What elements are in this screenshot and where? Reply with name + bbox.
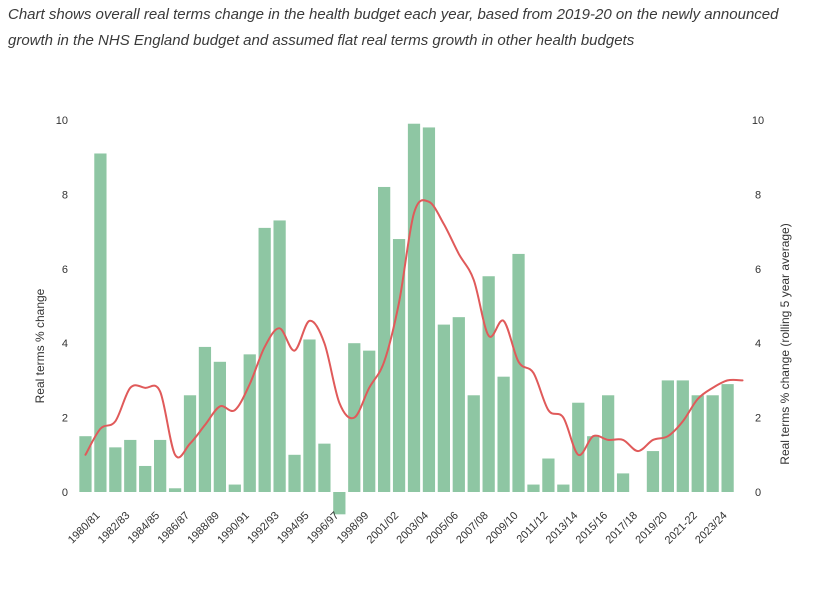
y-tick-label-right: 4 (755, 338, 761, 350)
bar (154, 439, 167, 492)
x-tick-label: 1996/97 (305, 510, 342, 547)
bar (198, 346, 212, 492)
line-series-path (84, 199, 744, 459)
bar (602, 395, 615, 492)
x-tick-label: 1986/87 (156, 510, 193, 547)
x-tick-label: 2009/10 (484, 510, 521, 547)
bar (318, 443, 331, 492)
bar (378, 186, 391, 492)
bar (512, 253, 525, 492)
bar (407, 123, 421, 492)
bar-series (79, 123, 734, 515)
y-tick-label-right: 10 (752, 115, 764, 127)
y-tick-label-left: 4 (62, 338, 68, 350)
bar (706, 395, 719, 492)
bar (422, 127, 436, 492)
bar (557, 484, 570, 492)
x-axis: 1980/811982/831984/851986/871988/891990/… (66, 510, 730, 547)
bar (542, 458, 555, 492)
bar (273, 220, 286, 492)
bar (213, 361, 226, 492)
y-tick-label-right: 6 (755, 264, 761, 276)
right-y-axis: 0 2 4 6 8 10 (752, 115, 764, 499)
bar (527, 484, 540, 492)
bar (497, 376, 510, 492)
y-tick-label-right: 0 (755, 487, 761, 499)
bar (691, 395, 704, 492)
y-tick-label-left: 8 (62, 189, 68, 201)
bar (572, 402, 585, 492)
x-tick-label: 1988/89 (185, 510, 222, 547)
y-axis-title-right: Real terms % change (rolling 5 year aver… (778, 223, 792, 464)
x-tick-label: 1990/91 (215, 510, 252, 547)
x-tick-label: 2001/02 (365, 510, 402, 547)
y-tick-label-left: 2 (62, 413, 68, 425)
y-tick-label-left: 10 (56, 115, 68, 127)
bar (288, 454, 301, 492)
bar (587, 436, 600, 492)
bar (228, 484, 241, 492)
bar (392, 239, 406, 492)
bar (363, 350, 376, 492)
x-tick-label: 1998/99 (335, 510, 372, 547)
chart-subtitle: Chart shows overall real terms change in… (8, 6, 779, 49)
bar (333, 492, 346, 515)
bar (124, 439, 137, 492)
bar (94, 153, 107, 493)
x-tick-label: 2007/08 (454, 510, 491, 547)
left-y-axis: 0 2 4 6 8 10 (56, 115, 68, 499)
x-tick-label: 2013/14 (544, 510, 581, 547)
y-tick-label-right: 2 (755, 413, 761, 425)
y-axis-title-left: Real terms % change (33, 288, 47, 403)
bar (258, 227, 271, 492)
bar (616, 473, 630, 492)
x-tick-label: 2023/24 (693, 510, 730, 547)
x-tick-label: 2017/18 (604, 510, 641, 547)
x-tick-label: 2015/16 (574, 510, 611, 547)
bar (109, 447, 122, 492)
bar (646, 451, 660, 492)
x-tick-label: 1984/85 (126, 510, 163, 547)
x-tick-label: 1992/93 (245, 510, 282, 547)
x-tick-label: 2021-22 (663, 510, 700, 547)
x-tick-label: 2003/04 (394, 510, 431, 547)
bar (482, 276, 495, 492)
x-tick-label: 2005/06 (424, 510, 461, 547)
bar (139, 465, 152, 492)
x-tick-label: 1982/83 (96, 510, 133, 547)
bar (721, 384, 734, 492)
bar (303, 339, 316, 492)
x-tick-label: 1994/95 (275, 510, 312, 547)
bar (676, 380, 689, 492)
y-tick-label-right: 8 (755, 189, 761, 201)
x-tick-label: 1980/81 (66, 510, 103, 547)
bar (452, 317, 465, 492)
bar (467, 395, 480, 492)
bar (168, 488, 182, 492)
y-tick-label-left: 6 (62, 264, 68, 276)
line-series (84, 199, 744, 459)
bar (437, 324, 450, 492)
y-tick-label-left: 0 (62, 487, 68, 499)
